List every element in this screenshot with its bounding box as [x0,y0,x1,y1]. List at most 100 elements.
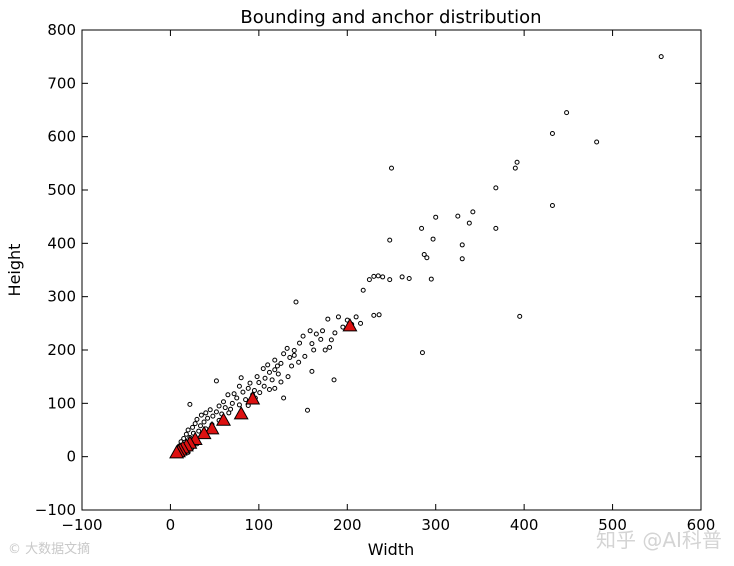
data-point [371,273,377,279]
data-point [307,328,313,334]
data-point [493,185,499,191]
chart-title: Bounding and anchor distribution [240,7,541,28]
data-point [260,366,266,372]
data-point [185,427,191,433]
x-tick-label: 600 [687,516,716,534]
data-point [275,371,281,377]
data-point [251,388,257,394]
data-point [399,274,405,280]
data-point [549,130,555,136]
data-point [512,165,518,171]
anchor-point [215,412,231,426]
data-point [236,383,242,389]
data-point [387,237,393,243]
data-point [300,333,306,339]
data-point [225,392,231,398]
watermark-right: 知乎 @AI科普 [596,528,722,552]
data-point [421,252,427,258]
data-point [226,410,232,416]
data-point [234,395,240,401]
data-point [658,54,664,60]
x-tick-label: 400 [510,516,539,534]
data-point [231,391,237,397]
y-tick-label: −100 [35,501,76,519]
data-point [245,385,251,391]
data-point [229,400,235,406]
data-point [327,344,333,350]
y-tick-label: 800 [47,21,76,39]
data-point [313,331,319,337]
anchor-point [169,444,185,459]
data-point [262,375,268,381]
data-point [243,397,249,403]
data-point [375,273,381,279]
data-point [466,220,472,226]
data-point [265,362,271,368]
data-point [459,242,465,248]
data-point [311,347,317,353]
data-point [335,314,341,320]
data-point [205,415,211,421]
data-point [320,328,326,334]
data-point [360,287,366,293]
data-point [183,431,189,437]
y-tick-label: 300 [47,288,76,306]
data-point [325,316,331,322]
data-point [406,276,412,282]
x-axis-label: Width [368,540,414,559]
x-tick-label: −100 [61,516,102,534]
data-point [564,110,570,116]
x-tick-label: 100 [245,516,274,534]
data-point [309,341,315,347]
data-point [272,367,278,373]
data-point [281,351,287,357]
data-point [428,276,434,282]
x-tick-label: 200 [333,516,362,534]
x-tick-label: 300 [421,516,450,534]
data-point [419,225,425,231]
anchor-point [196,425,212,440]
data-point [430,236,436,242]
data-point [240,389,246,395]
data-point [322,347,328,353]
y-tick-label: 0 [66,448,76,466]
data-point [419,350,425,356]
data-point [376,312,382,318]
data-point [197,423,203,429]
data-point [269,377,275,383]
data-point [222,405,228,411]
axis-ticks: −100 0 100 200 300 400 500 600 −100 0 100 200 300 400… [35,21,716,534]
data-series [169,54,664,459]
data-point [201,419,207,425]
x-tick-label: 0 [166,516,176,534]
data-point [328,337,334,343]
data-point [358,320,364,326]
watermark-left: © 大数据文摘 [8,542,91,557]
data-point [514,159,520,165]
data-point [256,380,262,386]
data-point [470,209,476,215]
data-point [594,139,600,145]
data-point [192,421,198,427]
data-point [266,369,272,375]
data-point [302,353,308,359]
data-point [380,274,386,280]
data-point [387,277,393,283]
data-point [190,424,196,430]
data-point [216,403,222,409]
data-point [287,354,293,360]
data-point [213,378,219,384]
y-axis-label: Height [5,244,24,297]
data-point [187,401,193,407]
data-point [389,165,394,171]
data-point [289,363,295,369]
data-point [433,214,439,220]
data-point [455,213,461,219]
data-point [459,256,465,262]
data-point [236,402,242,408]
data-point [194,416,200,422]
anchor-point [245,391,261,405]
data-point [366,277,372,283]
data-point [272,357,278,363]
